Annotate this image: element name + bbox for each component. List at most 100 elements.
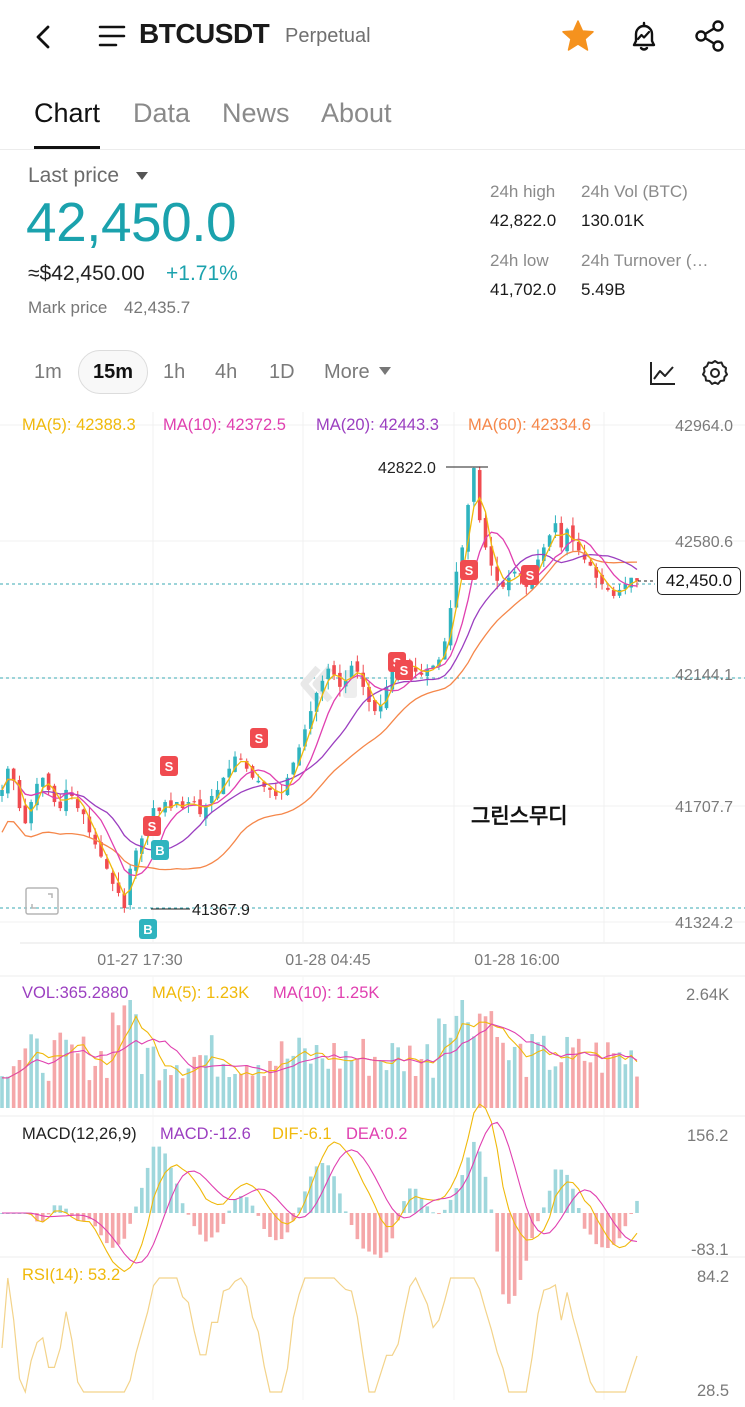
volume-bar [52, 1040, 57, 1108]
volume-bar [151, 1046, 156, 1108]
macd-histogram-bar [308, 1176, 313, 1213]
interval-4h[interactable]: 4h [215, 361, 238, 383]
volume-bar [431, 1077, 435, 1108]
interval-more[interactable]: More [324, 361, 370, 383]
macd-histogram-bar [536, 1213, 540, 1222]
macd-histogram-bar [221, 1213, 226, 1224]
favorite-star-icon[interactable] [560, 18, 596, 54]
rsi-axis-max: 84.2 [697, 1268, 730, 1286]
volume-bar [268, 1060, 272, 1108]
menu-icon[interactable] [98, 24, 126, 48]
tab-data[interactable]: Data [133, 98, 191, 128]
macd-histogram-bar [576, 1208, 581, 1213]
candle-body [134, 850, 138, 871]
candle-body [244, 760, 249, 769]
macd-histogram-bar [425, 1206, 430, 1213]
volume-bar [35, 1038, 39, 1108]
macd-histogram-bar [198, 1213, 202, 1235]
volume-bar [239, 1073, 243, 1108]
volume-bar [332, 1043, 336, 1108]
volume-bar [606, 1042, 610, 1108]
pair-title[interactable]: BTCUSDT [139, 18, 270, 49]
macd-histogram-bar [594, 1213, 599, 1245]
interval-1m[interactable]: 1m [34, 361, 62, 383]
volume-bar [343, 1051, 348, 1108]
candle-body [291, 762, 296, 775]
candle-body [454, 571, 459, 608]
indicator-icon[interactable] [648, 358, 678, 388]
active-interval-pill [78, 350, 148, 394]
macd-histogram-bar [215, 1213, 220, 1233]
volume-bar [402, 1071, 406, 1108]
volume-bar [541, 1035, 546, 1108]
macd-histogram-bar [297, 1207, 301, 1213]
macd-histogram-bar [600, 1213, 604, 1248]
interval-1d[interactable]: 1D [269, 361, 295, 383]
volume-bar [373, 1056, 377, 1108]
share-icon[interactable] [692, 18, 728, 54]
candle-body [239, 758, 243, 760]
volume-bar [308, 1063, 313, 1108]
sell-marker-bg [521, 565, 539, 585]
sell-marker: S [526, 568, 535, 583]
candle-body [314, 692, 319, 712]
caret-down-icon[interactable] [136, 172, 148, 180]
macd-histogram-bar [373, 1213, 377, 1255]
candle-body [472, 468, 476, 502]
candle-body [373, 700, 377, 712]
volume-bar [536, 1042, 540, 1108]
volume-bar [274, 1065, 278, 1108]
volume-bar [279, 1041, 284, 1108]
candle-body [483, 518, 488, 548]
macd-histogram-bar [501, 1213, 505, 1295]
volume-bar [128, 1000, 132, 1108]
macd-histogram-bar [413, 1188, 418, 1213]
volume-bar [291, 1055, 296, 1108]
candle-body [11, 768, 16, 781]
candle-body [180, 801, 185, 809]
candle-body [384, 686, 389, 709]
candle-body [600, 574, 604, 584]
back-arrow-icon[interactable] [28, 22, 58, 52]
candle-body [256, 780, 261, 783]
macd-histogram-bar [367, 1213, 371, 1252]
mark-price-label: Mark price [28, 298, 108, 317]
macd-histogram-bar [454, 1188, 459, 1213]
tab-about[interactable]: About [321, 98, 392, 128]
volume-bar [466, 1022, 470, 1108]
current-price-tag[interactable]: 42,450.0 [657, 567, 741, 595]
volume-bar [209, 1035, 214, 1108]
volume-bar [81, 1036, 86, 1108]
last-price-selector[interactable]: Last price [28, 164, 120, 187]
macd-histogram-bar [192, 1213, 197, 1227]
candle-body [174, 802, 179, 804]
tab-news[interactable]: News [222, 98, 290, 128]
volume-bar [169, 1075, 173, 1108]
ma20-legend: MA(20): 42443.3 [316, 416, 439, 434]
main-tabs: Chart Data News About [0, 90, 745, 150]
volume-bar [559, 1062, 564, 1108]
tab-chart[interactable]: Chart [34, 98, 101, 128]
macd-histogram-bar [163, 1153, 167, 1213]
volume-bar [355, 1058, 360, 1108]
volume-bar [134, 1014, 138, 1108]
macd-histogram-bar [617, 1213, 622, 1239]
macd-histogram-bar [35, 1213, 39, 1222]
ma5-line [1, 496, 638, 897]
volume-bar [163, 1069, 167, 1108]
volume-bar [157, 1080, 162, 1108]
candle-body [431, 665, 435, 669]
macd-histogram-bar [431, 1212, 435, 1214]
settings-gear-icon[interactable] [700, 358, 730, 388]
macd-histogram-bar [518, 1213, 523, 1280]
volume-bar [594, 1042, 599, 1108]
volume-bar [221, 1063, 226, 1108]
macd-histogram-bar [70, 1213, 74, 1216]
price-alert-icon[interactable] [626, 18, 662, 54]
more-caret-icon[interactable] [379, 367, 391, 375]
volume-bar [530, 1034, 534, 1108]
macd-histogram-bar [559, 1169, 564, 1213]
interval-1h[interactable]: 1h [163, 361, 186, 383]
interval-15m[interactable]: 15m [93, 361, 134, 383]
